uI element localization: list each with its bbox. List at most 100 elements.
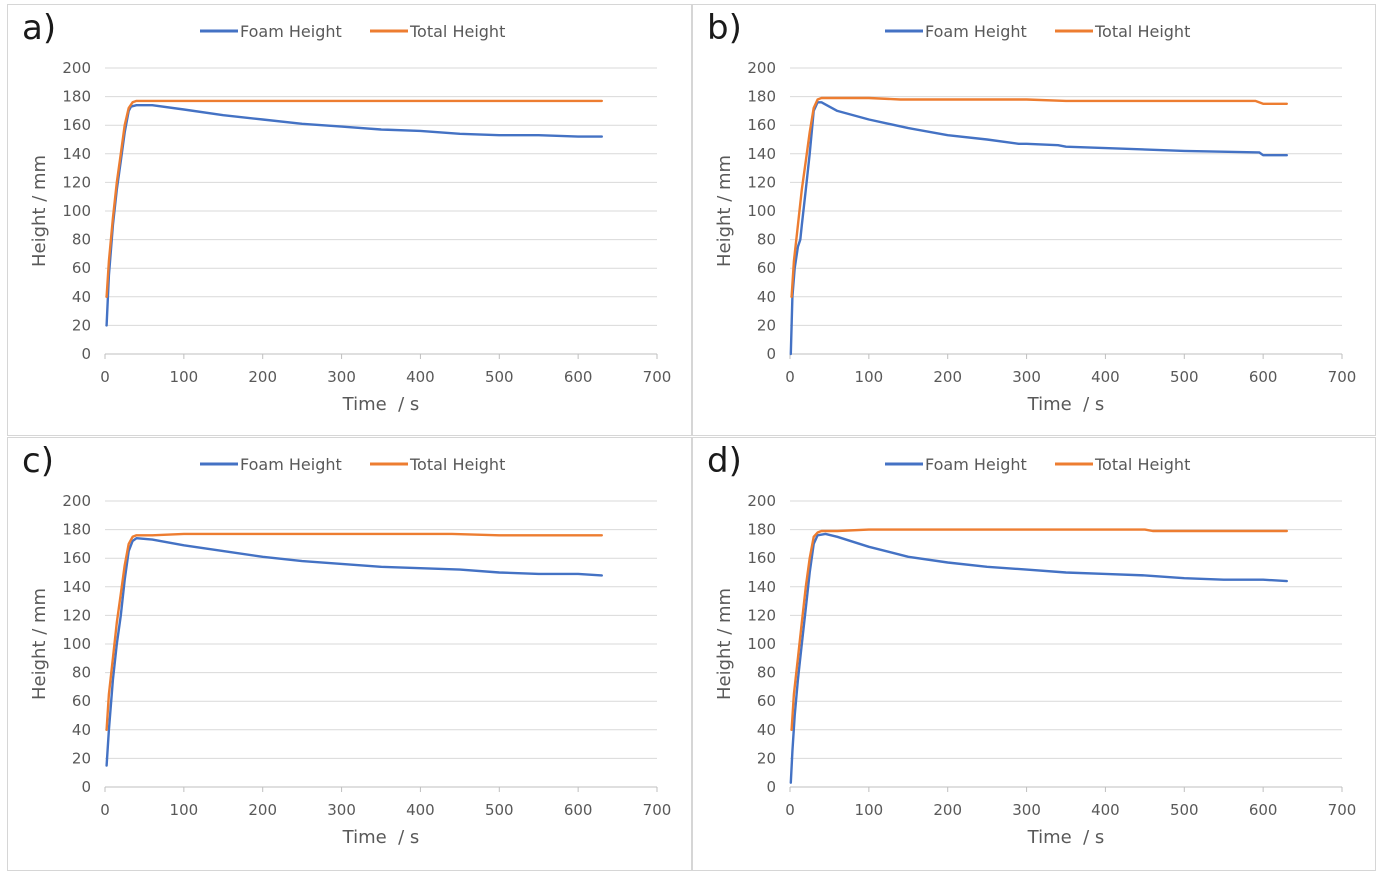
x-tick-label: 700 (643, 368, 672, 386)
x-tick-label: 500 (1170, 801, 1199, 819)
chart-panel-d: d) 0 20 40 60 80 100 120 140 160 180 200 0 100 200 300… (692, 437, 1376, 871)
y-tick-label: 80 (757, 231, 776, 249)
panel-label: c) (22, 441, 54, 481)
y-tick-label: 60 (72, 692, 91, 710)
series-line (790, 96, 1288, 298)
y-tick-label: 140 (747, 578, 776, 596)
y-tick-label: 120 (62, 606, 91, 624)
x-tick-label: 500 (1170, 368, 1199, 386)
y-tick-label: 180 (62, 521, 91, 539)
series-line (789, 101, 1288, 356)
y-tick-label: 180 (747, 88, 776, 106)
series-line (105, 99, 603, 298)
x-tick-label: 500 (485, 801, 514, 819)
x-tick-label: 100 (170, 801, 199, 819)
x-tick-label: 600 (1249, 801, 1278, 819)
line-chart: 0 20 40 60 80 100 120 140 160 180 200 0 100 200 300 400… (29, 455, 672, 848)
y-tick-label: 140 (747, 145, 776, 163)
y-tick-label: 160 (62, 549, 91, 567)
x-tick-label: 200 (248, 368, 277, 386)
legend-label: Foam Height (240, 22, 342, 41)
panel-label: d) (707, 441, 742, 481)
x-tick-label: 0 (785, 801, 795, 819)
y-axis-label: Height / mm (714, 155, 735, 267)
series-line (105, 536, 603, 767)
x-axis-label: Time / s (1027, 394, 1105, 415)
x-axis-label: Time / s (342, 827, 420, 848)
y-tick-label: 20 (757, 749, 776, 767)
chart-panel-a: a) 0 20 40 60 80 100 120 140 160 180 200 0 100 200 300… (7, 4, 692, 436)
x-tick-label: 400 (1091, 368, 1120, 386)
x-tick-label: 0 (100, 368, 110, 386)
legend-label: Foam Height (240, 455, 342, 474)
x-tick-label: 300 (327, 368, 356, 386)
x-tick-label: 400 (406, 801, 435, 819)
y-tick-label: 40 (757, 288, 776, 306)
x-tick-label: 100 (855, 368, 884, 386)
y-axis-label: Height / mm (29, 588, 50, 700)
legend-label: Total Height (1094, 22, 1190, 41)
y-tick-label: 40 (757, 721, 776, 739)
y-tick-label: 160 (62, 116, 91, 134)
y-tick-label: 20 (757, 316, 776, 334)
x-tick-label: 600 (564, 368, 593, 386)
line-chart: 0 20 40 60 80 100 120 140 160 180 200 0 100 200 300 400… (714, 455, 1357, 848)
panel-label: b) (707, 8, 742, 48)
x-axis-label: Time / s (342, 394, 420, 415)
x-tick-label: 200 (933, 801, 962, 819)
y-tick-label: 60 (72, 259, 91, 277)
y-tick-label: 180 (62, 88, 91, 106)
x-tick-label: 0 (100, 801, 110, 819)
x-tick-label: 100 (170, 368, 199, 386)
x-tick-label: 400 (406, 368, 435, 386)
legend-label: Total Height (1094, 455, 1190, 474)
series-line (790, 528, 1288, 731)
x-tick-label: 700 (643, 801, 672, 819)
y-tick-label: 140 (62, 578, 91, 596)
x-tick-label: 200 (248, 801, 277, 819)
x-tick-label: 200 (933, 368, 962, 386)
x-tick-label: 600 (564, 801, 593, 819)
y-tick-label: 0 (766, 778, 776, 796)
x-tick-label: 100 (855, 801, 884, 819)
legend-label: Total Height (409, 455, 505, 474)
line-chart: 0 20 40 60 80 100 120 140 160 180 200 0 100 200 300 400… (29, 22, 672, 415)
y-tick-label: 80 (72, 231, 91, 249)
y-tick-label: 100 (62, 202, 91, 220)
chart-panel-c: c) 0 20 40 60 80 100 120 140 160 180 200 0 100 200 300… (7, 437, 692, 871)
x-tick-label: 300 (1012, 801, 1041, 819)
y-tick-label: 0 (766, 345, 776, 363)
panel-label: a) (22, 8, 57, 48)
y-tick-label: 40 (72, 721, 91, 739)
x-tick-label: 500 (485, 368, 514, 386)
y-tick-label: 100 (747, 635, 776, 653)
series-line (105, 103, 603, 327)
series-line (789, 532, 1288, 784)
y-tick-label: 160 (747, 549, 776, 567)
y-axis-label: Height / mm (29, 155, 50, 267)
y-tick-label: 180 (747, 521, 776, 539)
y-tick-label: 200 (62, 59, 91, 77)
line-chart: 0 20 40 60 80 100 120 140 160 180 200 0 100 200 300 400… (714, 22, 1357, 415)
y-tick-label: 80 (72, 664, 91, 682)
y-tick-label: 20 (72, 749, 91, 767)
y-tick-label: 0 (81, 345, 91, 363)
x-tick-label: 700 (1328, 801, 1357, 819)
legend-label: Total Height (409, 22, 505, 41)
y-tick-label: 60 (757, 692, 776, 710)
y-axis-label: Height / mm (714, 588, 735, 700)
y-tick-label: 100 (747, 202, 776, 220)
y-tick-label: 140 (62, 145, 91, 163)
y-tick-label: 120 (747, 606, 776, 624)
chart-panel-b: b) 0 20 40 60 80 100 120 140 160 180 200 0 100 200 300… (692, 4, 1376, 436)
y-tick-label: 60 (757, 259, 776, 277)
y-tick-label: 200 (62, 492, 91, 510)
legend-label: Foam Height (925, 455, 1027, 474)
x-tick-label: 300 (1012, 368, 1041, 386)
legend-label: Foam Height (925, 22, 1027, 41)
y-tick-label: 200 (747, 59, 776, 77)
x-tick-label: 600 (1249, 368, 1278, 386)
x-tick-label: 700 (1328, 368, 1357, 386)
y-tick-label: 120 (747, 173, 776, 191)
y-tick-label: 40 (72, 288, 91, 306)
